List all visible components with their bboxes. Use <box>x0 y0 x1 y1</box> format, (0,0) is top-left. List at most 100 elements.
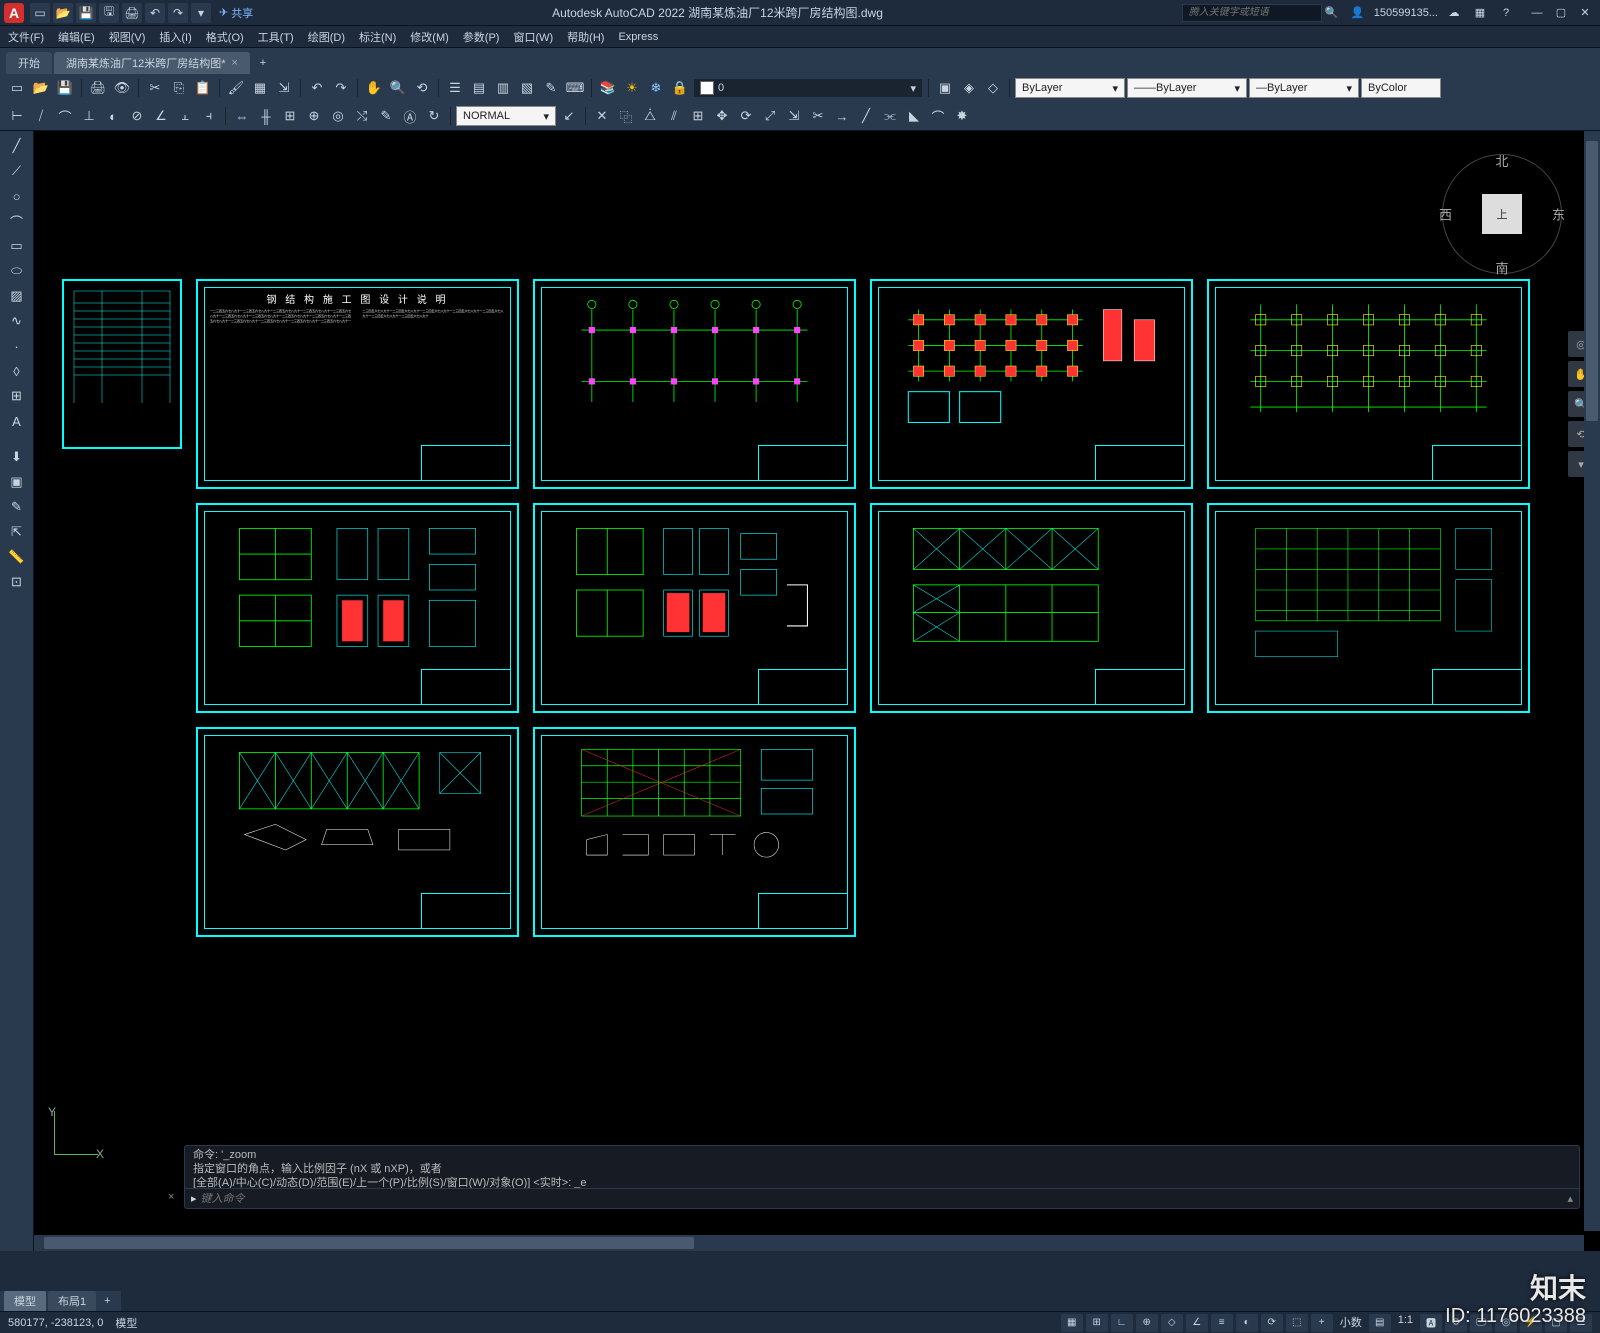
cube-top[interactable]: 上 <box>1482 194 1522 234</box>
menu-help[interactable]: 帮助(H) <box>567 29 604 45</box>
cycle-icon[interactable]: ⟳ <box>1261 1314 1283 1332</box>
xattach-icon[interactable]: ⇱ <box>4 521 30 543</box>
dimstyle-dropdown[interactable]: NORMAL▾ <box>456 106 556 126</box>
dim-arc-icon[interactable]: ⌒ <box>54 105 76 127</box>
mod-extend-icon[interactable]: → <box>831 105 853 127</box>
menu-insert[interactable]: 插入(I) <box>159 29 191 45</box>
menu-express[interactable]: Express <box>618 31 658 43</box>
otrack-icon[interactable]: ∠ <box>1186 1314 1208 1332</box>
scale-value[interactable]: 1:1 <box>1394 1314 1417 1332</box>
tool-orbit-icon[interactable]: ⟲ <box>411 77 433 99</box>
tool-open-icon[interactable]: 📂 <box>30 77 52 99</box>
mod-array-icon[interactable]: ⊞ <box>687 105 709 127</box>
tool-match-icon[interactable]: 🖌 <box>225 77 247 99</box>
dir-north[interactable]: 北 <box>1495 151 1508 170</box>
bedit-icon[interactable]: ✎ <box>4 496 30 518</box>
qat-redo-icon[interactable]: ↷ <box>168 3 188 23</box>
dim-tol-icon[interactable]: ⊞ <box>279 105 301 127</box>
dim-base-icon[interactable]: ⫠ <box>174 105 196 127</box>
dim-linear-icon[interactable]: ⊢ <box>6 105 28 127</box>
dim-ang-icon[interactable]: ∠ <box>150 105 172 127</box>
mod-trim-icon[interactable]: ✂ <box>807 105 829 127</box>
arc-icon[interactable]: ⌒ <box>4 210 30 232</box>
tool-save-icon[interactable]: 💾 <box>54 77 76 99</box>
dim-jog-icon[interactable]: ⤭ <box>351 105 373 127</box>
color-dropdown[interactable]: ByLayer▾ <box>1015 78 1125 98</box>
mod-chamfer-icon[interactable]: ◣ <box>903 105 925 127</box>
tool-xref-icon[interactable]: ⇲ <box>273 77 295 99</box>
menu-format[interactable]: 格式(O) <box>206 29 244 45</box>
close-button[interactable]: ✕ <box>1574 4 1596 22</box>
tool-zoom-icon[interactable]: 🔍 <box>387 77 409 99</box>
qat-plot-icon[interactable]: 🖨 <box>122 3 142 23</box>
tool-layiso-icon[interactable]: ◈ <box>958 77 980 99</box>
minimize-button[interactable]: — <box>1526 4 1548 22</box>
hardware-icon[interactable]: ⚡ <box>1520 1314 1542 1332</box>
insert-icon[interactable]: ⬇ <box>4 446 30 468</box>
tab-new-icon[interactable]: + <box>252 52 274 74</box>
lwt-icon[interactable]: ≡ <box>1211 1314 1233 1332</box>
dim-break-icon[interactable]: ╫ <box>255 105 277 127</box>
mod-erase-icon[interactable]: ✕ <box>591 105 613 127</box>
dim-tedit-icon[interactable]: Ⓐ <box>399 105 421 127</box>
lineweight-dropdown[interactable]: — ByLayer▾ <box>1249 78 1359 98</box>
hatch-icon[interactable]: ▨ <box>4 285 30 307</box>
menu-tools[interactable]: 工具(T) <box>258 29 294 45</box>
point-icon[interactable]: · <box>4 335 30 357</box>
spline-icon[interactable]: ∿ <box>4 310 30 332</box>
custom-icon[interactable]: ☰ <box>1570 1314 1592 1332</box>
cmd-close-icon[interactable]: × <box>168 1191 174 1203</box>
tool-undo-icon[interactable]: ↶ <box>306 77 328 99</box>
dim-ord-icon[interactable]: ⊥ <box>78 105 100 127</box>
rect-icon[interactable]: ▭ <box>4 235 30 257</box>
circle-icon[interactable]: ○ <box>4 185 30 207</box>
tab-layout1[interactable]: 布局1 <box>48 1291 96 1311</box>
tool-redo-icon[interactable]: ↷ <box>330 77 352 99</box>
mod-scale-icon[interactable]: ⤢ <box>759 105 781 127</box>
dim-update-icon[interactable]: ↻ <box>423 105 445 127</box>
qprops-icon[interactable]: ▤ <box>1369 1314 1391 1332</box>
ortho-icon[interactable]: ∟ <box>1111 1314 1133 1332</box>
tool-layprev-icon[interactable]: ◇ <box>982 77 1004 99</box>
isolate-icon[interactable]: ◎ <box>1495 1314 1517 1332</box>
tab-model[interactable]: 模型 <box>4 1291 46 1311</box>
tool-block-icon[interactable]: ▦ <box>249 77 271 99</box>
line-icon[interactable]: ╱ <box>4 135 30 157</box>
mtext-icon[interactable]: A <box>4 410 30 432</box>
tool-cut-icon[interactable]: ✂ <box>144 77 166 99</box>
mod-move-icon[interactable]: ✥ <box>711 105 733 127</box>
qat-open-icon[interactable]: 📂 <box>53 3 73 23</box>
app-logo[interactable]: A <box>4 3 24 23</box>
polar-icon[interactable]: ⊕ <box>1136 1314 1158 1332</box>
mod-explode-icon[interactable]: ✸ <box>951 105 973 127</box>
command-line[interactable]: 命令: '_zoom 指定窗口的角点，输入比例因子 (nX 或 nXP)，或者 … <box>184 1145 1580 1209</box>
qat-undo-icon[interactable]: ↶ <box>145 3 165 23</box>
dim-edit-icon[interactable]: ✎ <box>375 105 397 127</box>
tool-layer-icon[interactable]: 📚 <box>597 77 619 99</box>
snap-icon[interactable]: ⊞ <box>1086 1314 1108 1332</box>
apps-icon[interactable]: ▦ <box>1470 3 1490 23</box>
table-icon[interactable]: ⊞ <box>4 385 30 407</box>
tool-dc-icon[interactable]: ▤ <box>468 77 490 99</box>
user-name[interactable]: 150599135... <box>1374 7 1438 19</box>
dir-east[interactable]: 东 <box>1552 204 1565 223</box>
menu-dimension[interactable]: 标注(N) <box>359 29 396 45</box>
command-input[interactable] <box>201 1193 1564 1205</box>
scrollbar-thumb[interactable] <box>1586 141 1598 421</box>
menu-window[interactable]: 窗口(W) <box>513 29 553 45</box>
tool-new-icon[interactable]: ▭ <box>6 77 28 99</box>
block-icon[interactable]: ▣ <box>4 471 30 493</box>
user-icon[interactable]: 👤 <box>1348 3 1368 23</box>
3dosnap-icon[interactable]: ⬚ <box>1286 1314 1308 1332</box>
tool-laymcur-icon[interactable]: ▣ <box>934 77 956 99</box>
mod-stretch-icon[interactable]: ⇲ <box>783 105 805 127</box>
model-indicator[interactable]: 模型 <box>111 1315 141 1331</box>
plotstyle-dropdown[interactable]: ByColor <box>1361 78 1441 98</box>
layout-add-icon[interactable]: + <box>98 1293 116 1309</box>
vertical-scrollbar[interactable] <box>1584 131 1600 1231</box>
region-icon[interactable]: ◊ <box>4 360 30 382</box>
mod-copy-icon[interactable]: ⿻ <box>615 105 637 127</box>
search-icon[interactable]: 🔍 <box>1322 3 1342 23</box>
mod-join-icon[interactable]: ⫘ <box>879 105 901 127</box>
qat-save-icon[interactable]: 💾 <box>76 3 96 23</box>
